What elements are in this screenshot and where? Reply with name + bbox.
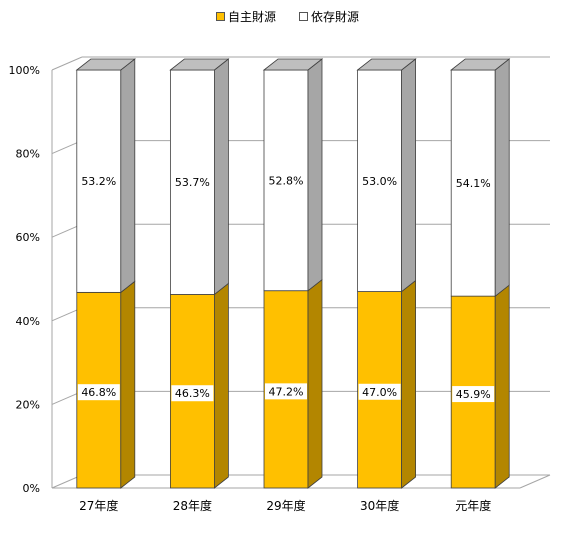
data-label-own-revenue: 47.2%	[269, 385, 304, 398]
y-tick-label: 40%	[16, 315, 40, 328]
y-tick-label: 100%	[9, 64, 40, 77]
floor-right-edge	[519, 474, 551, 489]
legend-item-own-revenue: 自主財源	[216, 8, 276, 25]
bar-dependent-revenue-side	[401, 58, 417, 293]
data-label-dependent-revenue: 52.8%	[269, 174, 304, 187]
data-label-dependent-revenue: 54.1%	[456, 177, 491, 190]
bar-top	[75, 58, 136, 71]
bar-dependent-revenue-side	[120, 58, 136, 294]
x-tick-label: 27年度	[79, 498, 118, 513]
legend: 自主財源 依存財源	[0, 8, 567, 28]
x-tick-label: 元年度	[455, 498, 491, 513]
x-tick-label: 29年度	[266, 498, 305, 513]
bar-own-revenue-side	[120, 280, 136, 489]
bar-dependent-revenue-side	[307, 58, 323, 292]
data-label-dependent-revenue: 53.2%	[81, 175, 116, 188]
y-tick-label: 20%	[16, 398, 40, 411]
data-label-own-revenue: 47.0%	[362, 386, 397, 399]
legend-label-own-revenue: 自主財源	[228, 10, 277, 24]
y-tick-label: 80%	[16, 148, 40, 161]
x-tick-label: 28年度	[173, 498, 212, 513]
bar-own-revenue-side	[401, 279, 417, 489]
bar-top	[169, 58, 230, 71]
x-tick-label: 30年度	[360, 498, 399, 513]
bar-own-revenue-side	[213, 282, 229, 489]
bar-top	[450, 58, 511, 71]
data-label-bg	[171, 385, 214, 402]
legend-swatch-own-revenue	[216, 12, 225, 21]
data-label-bg	[358, 383, 401, 400]
gridline-side	[51, 56, 83, 71]
bar-top	[356, 58, 417, 71]
data-label-dependent-revenue: 53.7%	[175, 176, 210, 189]
bar-dependent-revenue	[169, 69, 215, 295]
data-label-own-revenue: 46.3%	[175, 387, 210, 400]
data-label-dependent-revenue: 53.0%	[362, 175, 397, 188]
y-tick-label: 60%	[16, 231, 40, 244]
bar-dependent-revenue	[450, 69, 496, 297]
data-label-own-revenue: 45.9%	[456, 388, 491, 401]
legend-swatch-dependent-revenue	[299, 12, 308, 21]
data-label-bg	[77, 384, 120, 401]
bar-dependent-revenue-side	[494, 58, 510, 297]
data-label-bg	[452, 386, 495, 403]
data-label-own-revenue: 46.8%	[81, 386, 116, 399]
bar-own-revenue-side	[494, 284, 510, 489]
data-label-bg	[265, 383, 307, 400]
bar-own-revenue-side	[307, 278, 323, 489]
bar-top	[262, 58, 324, 71]
bar-dependent-revenue-side	[213, 58, 229, 296]
bar-dependent-revenue	[76, 69, 122, 293]
y-tick-label: 0%	[23, 482, 40, 495]
legend-item-dependent-revenue: 依存財源	[299, 8, 359, 25]
legend-label-dependent-revenue: 依存財源	[311, 10, 360, 24]
